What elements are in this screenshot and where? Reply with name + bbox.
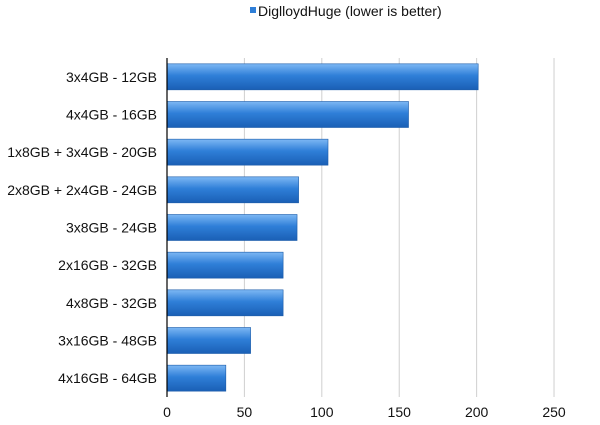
category-label-1: 4x4GB - 16GB [66,107,157,123]
legend-label: DiglloydHuge (lower is better) [258,3,442,19]
x-tick-label-2: 100 [310,404,334,420]
category-label-8: 4x16GB - 64GB [58,370,157,386]
category-labels: 3x4GB - 12GB 4x4GB - 16GB 1x8GB + 3x4GB - … [7,69,157,386]
x-tick-label-5: 250 [542,404,566,420]
legend: DiglloydHuge (lower is better) [250,3,442,19]
x-tick-label-4: 200 [465,404,489,420]
category-label-3: 2x8GB + 2x4GB - 24GB [7,182,157,198]
bar-1 [166,101,409,128]
bar-0 [166,63,479,91]
x-tick-label-3: 150 [388,404,412,420]
legend-swatch [250,7,256,13]
x-tick-labels: 0 50 100 150 200 250 [163,404,566,420]
category-label-5: 2x16GB - 32GB [58,257,157,273]
bar-2 [166,138,329,166]
bars [166,63,479,392]
category-label-7: 3x16GB - 48GB [58,333,157,349]
bar-8 [166,364,227,392]
bar-6 [166,289,284,317]
x-tick-label-0: 0 [163,404,171,420]
category-label-6: 4x8GB - 32GB [66,295,157,311]
category-label-2: 1x8GB + 3x4GB - 20GB [7,144,157,160]
x-tick-label-1: 50 [237,404,253,420]
bar-4 [166,214,298,241]
bar-5 [166,251,284,279]
bar-3 [166,176,299,204]
category-label-4: 3x8GB - 24GB [66,220,157,236]
bar-7 [166,327,251,354]
category-label-0: 3x4GB - 12GB [66,69,157,85]
